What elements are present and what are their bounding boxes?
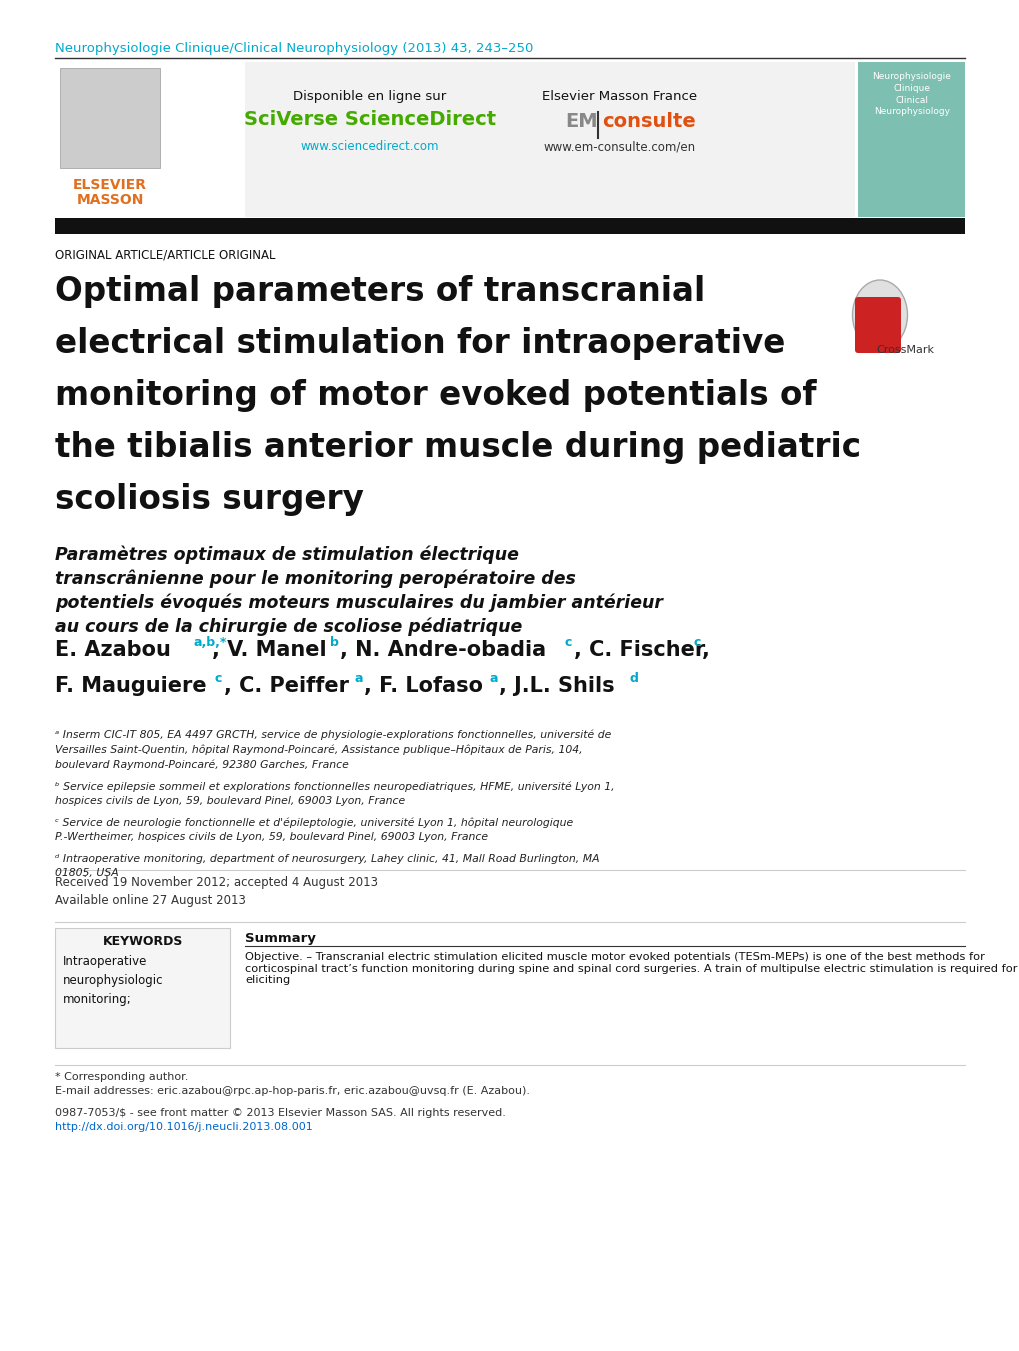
Text: Optimal parameters of transcranial: Optimal parameters of transcranial xyxy=(55,276,704,308)
Text: KEYWORDS: KEYWORDS xyxy=(103,935,183,948)
Text: transcrânienne pour le monitoring peropératoire des: transcrânienne pour le monitoring peropé… xyxy=(55,569,576,588)
Text: F. Mauguiere: F. Mauguiere xyxy=(55,676,207,696)
Text: CrossMark: CrossMark xyxy=(875,345,933,355)
Text: ᶜ Service de neurologie fonctionnelle et d'épileptologie, université Lyon 1, hôp: ᶜ Service de neurologie fonctionnelle et… xyxy=(55,817,573,843)
Text: ᵇ Service epilepsie sommeil et explorations fonctionnelles neuropediatriques, HF: ᵇ Service epilepsie sommeil et explorati… xyxy=(55,782,614,807)
Text: Objective. – Transcranial electric stimulation elicited muscle motor evoked pote: Objective. – Transcranial electric stimu… xyxy=(245,952,1017,985)
Text: , C. Fischer: , C. Fischer xyxy=(574,640,704,661)
Text: c: c xyxy=(693,636,701,648)
FancyBboxPatch shape xyxy=(60,68,160,168)
FancyBboxPatch shape xyxy=(55,62,245,218)
Text: au cours de la chirurgie de scoliose pédiatrique: au cours de la chirurgie de scoliose péd… xyxy=(55,617,522,635)
Text: EM: EM xyxy=(565,112,597,131)
Text: Paramètres optimaux de stimulation électrique: Paramètres optimaux de stimulation élect… xyxy=(55,544,519,563)
Text: Disponible en ligne sur: Disponible en ligne sur xyxy=(293,91,446,103)
Text: a,b,*: a,b,* xyxy=(194,636,227,648)
FancyBboxPatch shape xyxy=(854,297,900,353)
Text: Neurophysiologie Clinique/Clinical Neurophysiology (2013) 43, 243–250: Neurophysiologie Clinique/Clinical Neuro… xyxy=(55,42,533,55)
Text: consulte: consulte xyxy=(601,112,695,131)
Text: c: c xyxy=(215,671,222,685)
Text: ELSEVIER: ELSEVIER xyxy=(73,178,147,192)
Text: * Corresponding author.
E-mail addresses: eric.azabou@rpc.ap-hop-paris.fr, eric.: * Corresponding author. E-mail addresses… xyxy=(55,1071,530,1096)
Text: MASSON: MASSON xyxy=(76,193,144,207)
Text: SciVerse ScienceDirect: SciVerse ScienceDirect xyxy=(244,109,495,128)
FancyBboxPatch shape xyxy=(55,928,229,1048)
Text: Summary: Summary xyxy=(245,932,316,944)
Text: the tibialis anterior muscle during pediatric: the tibialis anterior muscle during pedi… xyxy=(55,431,860,463)
Text: ᵈ Intraoperative monitoring, department of neurosurgery, Lahey clinic, 41, Mall : ᵈ Intraoperative monitoring, department … xyxy=(55,854,599,878)
Text: a: a xyxy=(355,671,363,685)
Text: http://dx.doi.org/10.1016/j.neucli.2013.08.001: http://dx.doi.org/10.1016/j.neucli.2013.… xyxy=(55,1121,313,1132)
Text: Neurophysiologie
Clinique
Clinical
Neurophysiology: Neurophysiologie Clinique Clinical Neuro… xyxy=(871,72,951,116)
Text: , F. Lofaso: , F. Lofaso xyxy=(364,676,483,696)
Text: Elsevier Masson France: Elsevier Masson France xyxy=(542,91,697,103)
Text: E. Azabou: E. Azabou xyxy=(55,640,171,661)
Text: Received 19 November 2012; accepted 4 August 2013
Available online 27 August 201: Received 19 November 2012; accepted 4 Au… xyxy=(55,875,378,907)
Text: c: c xyxy=(565,636,572,648)
FancyBboxPatch shape xyxy=(55,62,854,218)
Text: d: d xyxy=(630,671,638,685)
Text: ᵃ Inserm CIC-IT 805, EA 4497 GRCTH, service de physiologie-explorations fonction: ᵃ Inserm CIC-IT 805, EA 4497 GRCTH, serv… xyxy=(55,730,610,770)
Text: www.sciencedirect.com: www.sciencedirect.com xyxy=(301,141,439,153)
Text: ,: , xyxy=(701,640,709,661)
Ellipse shape xyxy=(852,280,907,350)
Text: monitoring of motor evoked potentials of: monitoring of motor evoked potentials of xyxy=(55,380,816,412)
Text: 0987-7053/$ - see front matter © 2013 Elsevier Masson SAS. All rights reserved.: 0987-7053/$ - see front matter © 2013 El… xyxy=(55,1108,505,1119)
Text: b: b xyxy=(330,636,338,648)
Text: scoliosis surgery: scoliosis surgery xyxy=(55,484,364,516)
Text: ORIGINAL ARTICLE/ARTICLE ORIGINAL: ORIGINAL ARTICLE/ARTICLE ORIGINAL xyxy=(55,249,275,261)
Text: www.em-consulte.com/en: www.em-consulte.com/en xyxy=(543,141,695,153)
Text: , V. Manel: , V. Manel xyxy=(212,640,326,661)
FancyBboxPatch shape xyxy=(55,218,964,234)
Text: a: a xyxy=(489,671,498,685)
FancyBboxPatch shape xyxy=(857,62,964,218)
Text: , J.L. Shils: , J.L. Shils xyxy=(498,676,614,696)
Text: , N. Andre-obadia: , N. Andre-obadia xyxy=(339,640,545,661)
Text: , C. Peiffer: , C. Peiffer xyxy=(224,676,348,696)
Text: electrical stimulation for intraoperative: electrical stimulation for intraoperativ… xyxy=(55,327,785,359)
Text: Intraoperative
neurophysiologic
monitoring;: Intraoperative neurophysiologic monitori… xyxy=(63,955,163,1006)
Text: potentiels évoqués moteurs musculaires du jambier antérieur: potentiels évoqués moteurs musculaires d… xyxy=(55,593,662,612)
